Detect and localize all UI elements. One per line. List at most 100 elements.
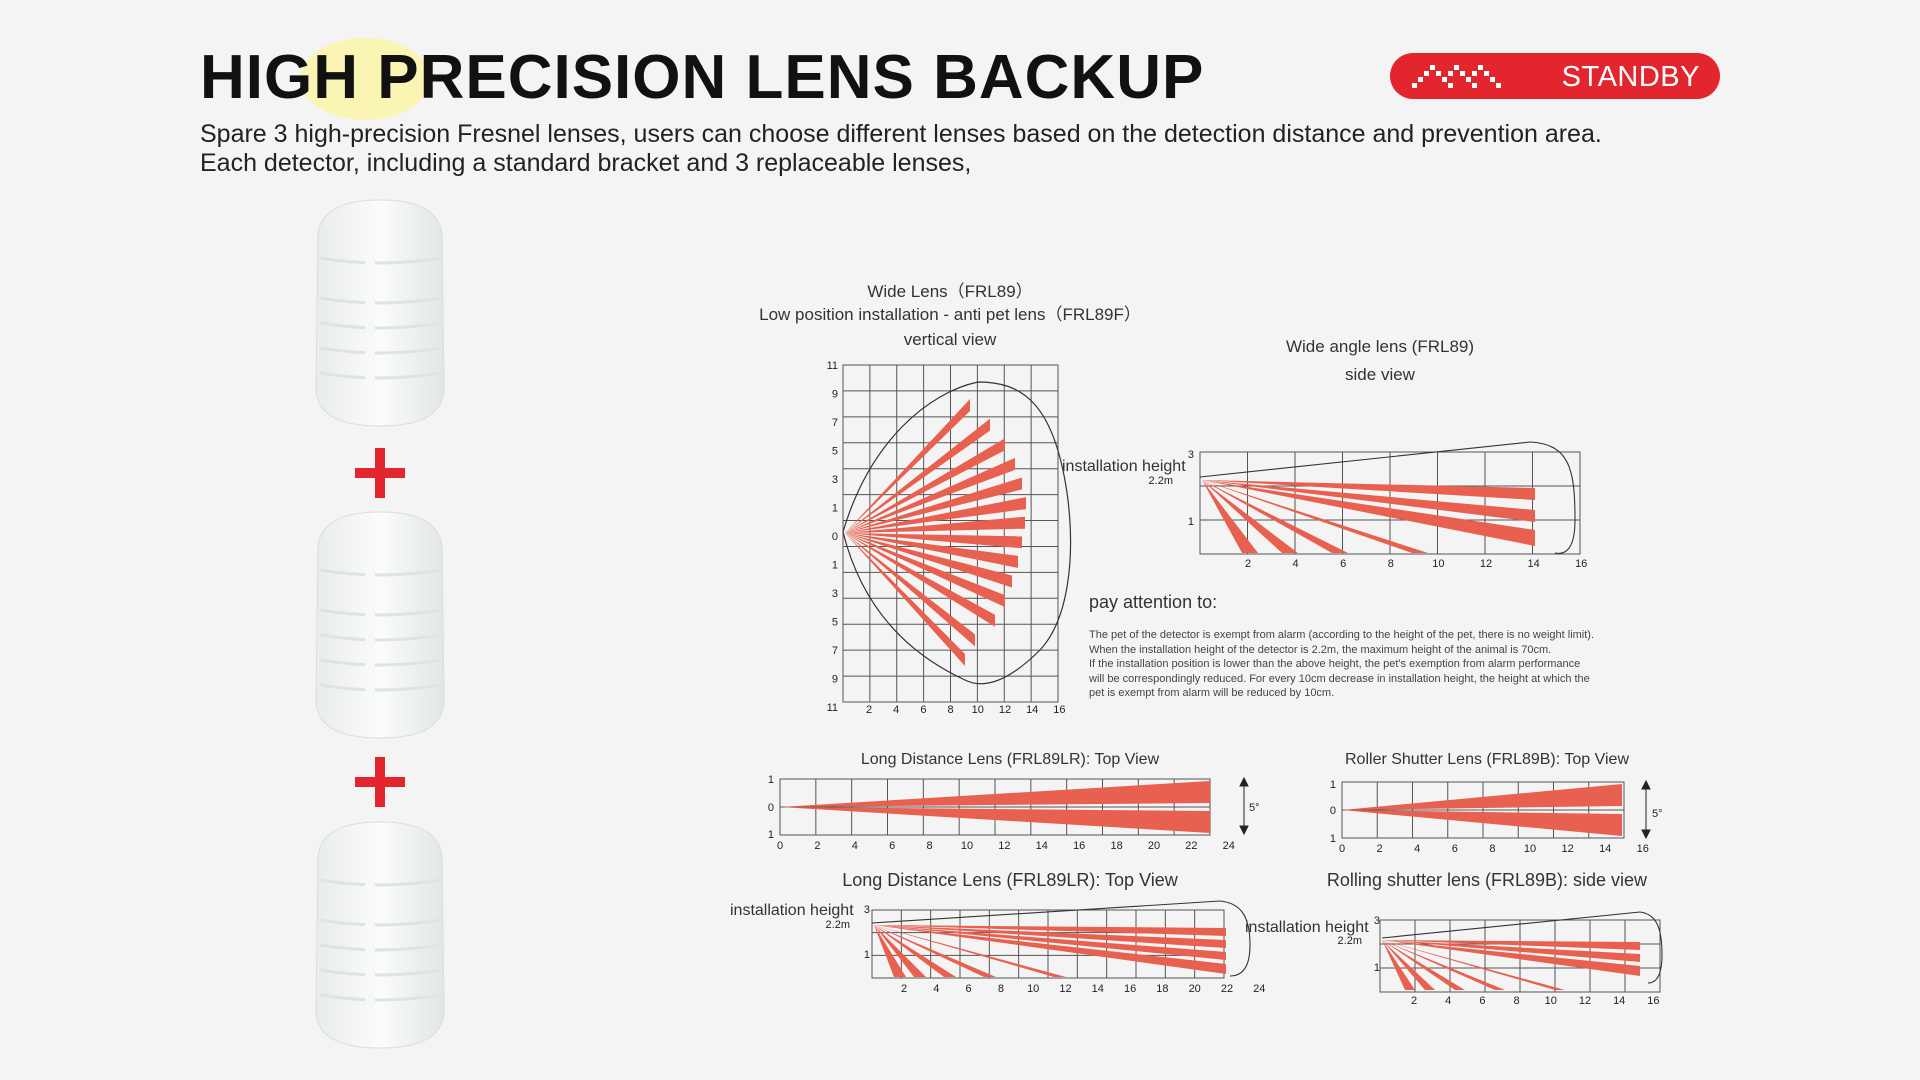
detection-beam [1202,480,1535,500]
long-side-coverage-outline [871,900,1251,977]
x-tick: 10 [1545,995,1557,1007]
detection-beam [1202,480,1535,546]
long-top-angle-marker [1239,776,1249,836]
long-side-height-label: 2.2m [826,919,850,931]
detection-beam [1382,940,1415,990]
y-tick: 7 [832,417,838,429]
wide-side-beams [1202,480,1535,553]
roller-top-diagram: Roller Shutter Lens (FRL89B): Top View 5… [1330,751,1663,855]
x-tick: 16 [1053,704,1065,716]
x-tick: 6 [1340,558,1346,570]
attention-line: pet is exempt from alarm will be reduced… [1089,687,1335,699]
y-tick: 1 [1188,516,1194,528]
y-tick: 11 [827,360,838,372]
wide-vertical-x-ticks: 2 4 6 8 10 12 14 16 [866,704,1066,716]
wide-side-height-label: 2.2m [1149,475,1173,487]
x-tick: 24 [1253,983,1265,995]
x-tick: 22 [1185,840,1197,852]
detection-beam [845,533,1022,549]
detection-beam [1382,940,1640,962]
detection-beam [874,925,1226,960]
detection-beam [1382,940,1565,990]
subtitle-line-1: Spare 3 high-precision Fresnel lenses, u… [200,120,1602,148]
detection-beam [845,457,1015,533]
x-tick: 8 [998,983,1004,995]
x-tick: 4 [933,983,939,995]
y-tick: 1 [768,774,774,786]
x-tick: 12 [1480,558,1492,570]
y-tick: 9 [832,674,838,686]
wide-vertical-title-3: vertical view [904,330,997,349]
x-tick: 6 [966,983,972,995]
detection-beam [845,533,1012,588]
x-tick: 6 [1479,995,1485,1007]
x-tick: 14 [1036,840,1048,852]
detection-beam [845,477,1022,533]
x-tick: 10 [1027,983,1039,995]
x-tick: 12 [999,704,1011,716]
brand-logo-icon [1412,65,1501,88]
y-tick: 0 [1330,805,1336,817]
roller-side-diagram: Rolling shutter lens (FRL89B): side view… [1245,870,1663,1007]
x-tick: 16 [1637,843,1649,855]
long-side-install-label: installation height [730,902,854,919]
detection-beam [845,533,995,627]
x-tick: 2 [1245,558,1251,570]
wide-vertical-grid [842,364,1059,703]
x-tick: 20 [1148,840,1160,852]
roller-top-x-ticks: 0 2 4 6 8 10 12 14 16 [1339,843,1649,855]
y-tick: 1 [1330,779,1336,791]
y-tick: 1 [1330,833,1336,845]
x-tick: 2 [866,704,872,716]
long-top-beam-lower [780,807,1210,833]
detection-beam [874,925,996,977]
y-tick: 1 [832,503,838,515]
page-title: HIGH PRECISION LENS BACKUP [200,43,1205,112]
long-top-x-ticks: 0 2 4 6 8 10 12 14 16 18 20 22 24 [777,840,1235,852]
detection-beam [1202,480,1348,553]
detection-beam [874,925,906,977]
x-tick: 8 [927,840,933,852]
x-tick: 16 [1647,995,1659,1007]
x-tick: 0 [777,840,783,852]
wide-vertical-coverage-outline [842,381,1072,685]
wide-side-coverage-outline [1199,441,1576,554]
y-tick: 5 [832,446,838,458]
y-tick: 3 [1374,915,1380,927]
wide-side-x-ticks: 2 4 6 8 10 12 14 16 [1245,558,1587,570]
fresnel-lens-image-3 [315,821,445,1049]
long-side-diagram: Long Distance Lens (FRL89LR): Top View i… [730,870,1265,995]
attention-text: The pet of the detector is exempt from a… [1089,628,1689,701]
brand-badge: STANDBY [1390,53,1720,99]
wide-vertical-title-1: Wide Lens（FRL89） [867,282,1032,301]
x-tick: 2 [1411,995,1417,1007]
attention-line: If the installation position is lower th… [1089,658,1581,670]
x-tick: 2 [901,983,907,995]
detection-beam [874,925,1066,977]
attention-line: The pet of the detector is exempt from a… [1089,629,1595,641]
x-tick: 14 [1599,843,1611,855]
detection-beam [845,533,975,647]
x-tick: 12 [1579,995,1591,1007]
x-tick: 18 [1156,983,1168,995]
x-tick: 8 [1489,843,1495,855]
long-top-diagram: Long Distance Lens (FRL89LR): Top View 5… [768,751,1260,852]
detection-beam [874,925,1226,974]
roller-top-angle-marker [1641,779,1651,840]
x-tick: 2 [814,840,820,852]
x-tick: 14 [1026,704,1038,716]
roller-side-x-ticks: 2 4 6 8 10 12 14 16 [1411,995,1660,1007]
attention-line: will be correspondingly reduced. For eve… [1089,672,1590,685]
x-tick: 6 [889,840,895,852]
roller-side-height-label: 2.2m [1338,935,1362,947]
x-tick: 12 [998,840,1010,852]
detection-beam [845,533,1018,568]
wide-side-diagram: Wide angle lens (FRL89) side view instal… [1062,337,1587,570]
roller-top-angle-label: 5° [1652,808,1663,820]
brand-label: STANDBY [1561,61,1700,93]
x-tick: 0 [1339,843,1345,855]
detection-beam [845,438,1005,533]
y-tick: 3 [832,474,838,486]
x-tick: 14 [1527,558,1539,570]
